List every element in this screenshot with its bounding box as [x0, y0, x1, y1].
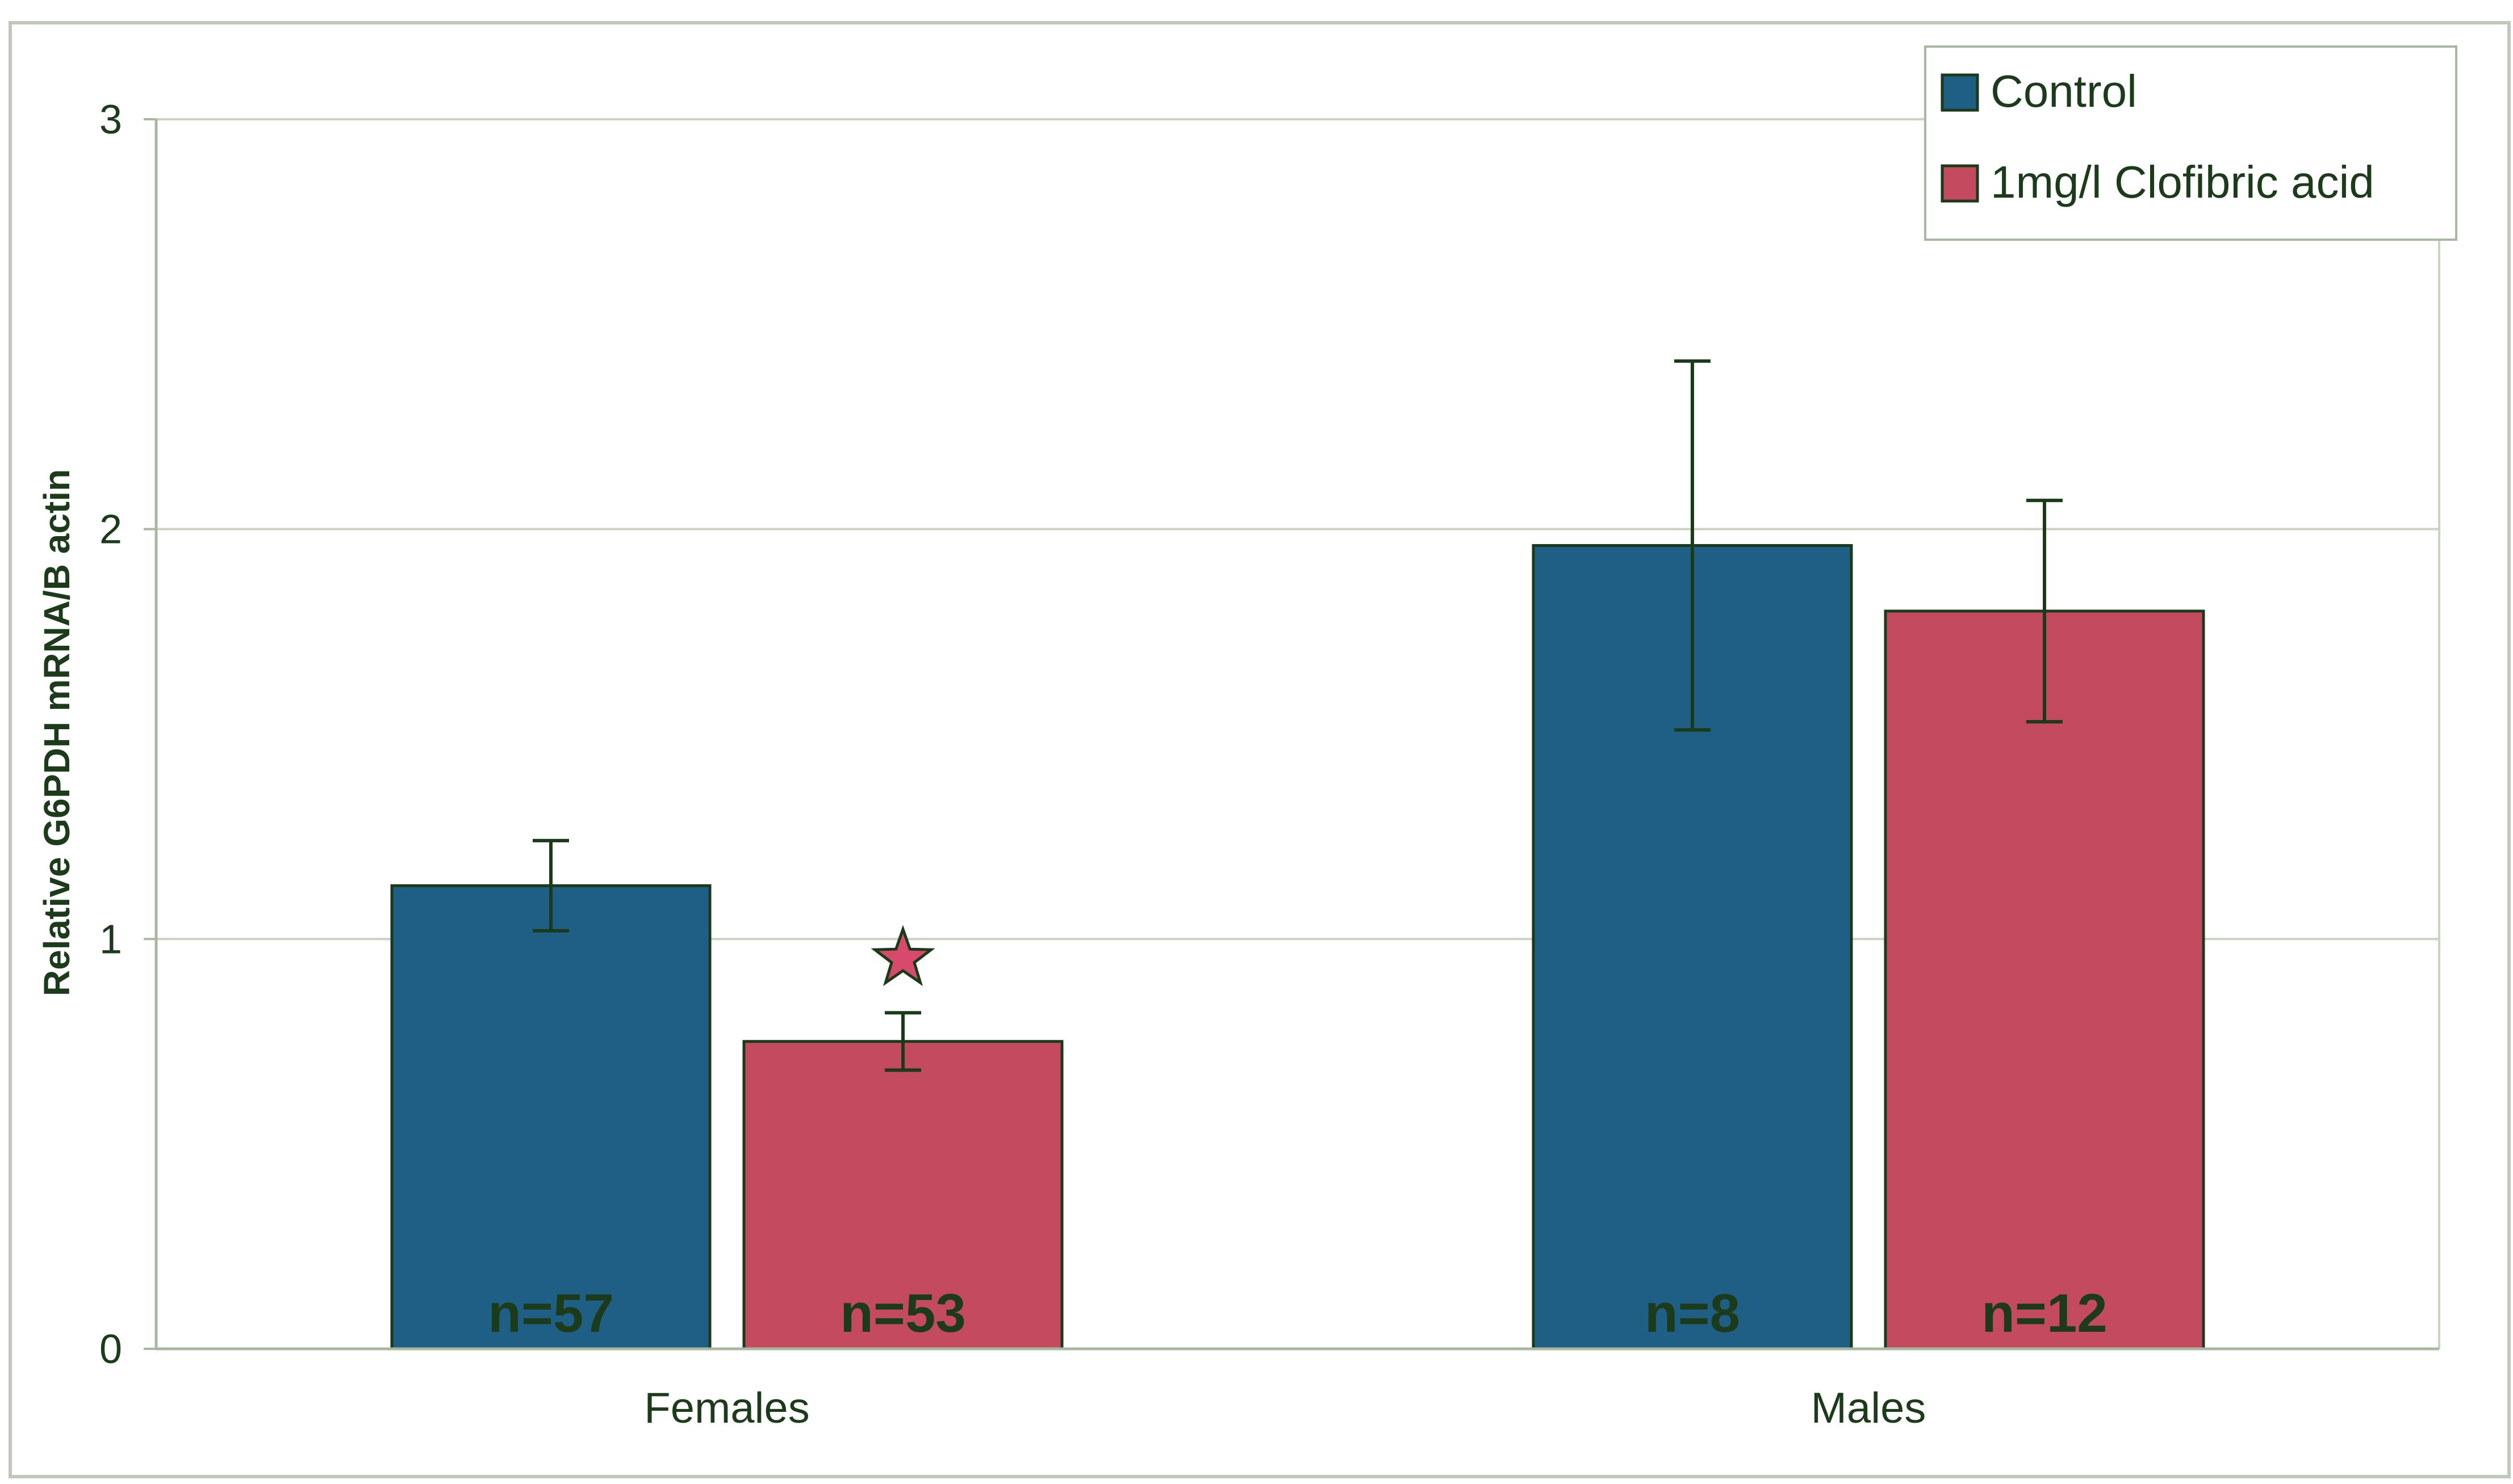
- n-label: n=53: [840, 1283, 965, 1344]
- n-label: n=8: [1645, 1283, 1740, 1344]
- legend-swatch: [1941, 164, 1979, 203]
- n-label: n=12: [1981, 1283, 2107, 1344]
- x-category-label: Males: [1811, 1384, 1926, 1432]
- chart-outer-frame: [9, 21, 2511, 1478]
- legend: Control 1mg/l Clofibric acid: [1924, 45, 2457, 241]
- legend-swatch: [1941, 73, 1979, 112]
- bar: [390, 884, 712, 1351]
- x-category-label: Females: [644, 1384, 809, 1432]
- legend-label: Control: [1991, 66, 2137, 116]
- y-tick-label: 3: [99, 97, 122, 143]
- y-axis-label: Relative G6PDH mRNA/B actin: [36, 469, 77, 996]
- n-label: n=57: [488, 1283, 613, 1344]
- y-tick-label: 0: [99, 1327, 122, 1372]
- axes: 0 1 2 3 Females Males: [99, 97, 2439, 1432]
- legend-box: [1924, 45, 2457, 241]
- y-tick-label: 1: [99, 917, 122, 962]
- y-tick-label: 2: [99, 507, 122, 553]
- significance-star-icon: [871, 925, 935, 986]
- legend-label: 1mg/l Clofibric acid: [1991, 157, 2374, 207]
